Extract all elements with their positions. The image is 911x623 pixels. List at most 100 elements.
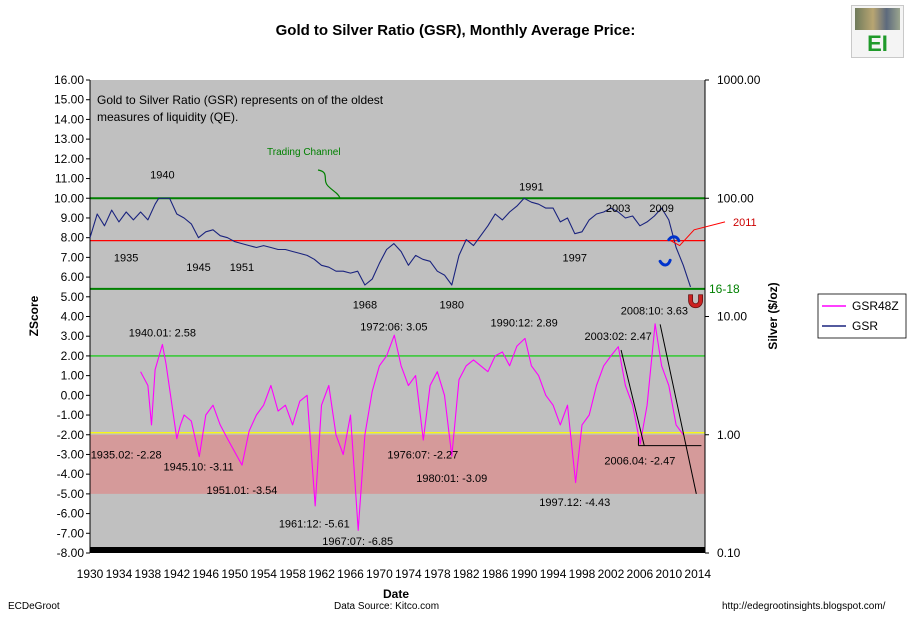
annotation-label: 1967:07: -6.85 [322, 536, 393, 548]
y2-tick-label: 10.00 [717, 310, 747, 324]
y-tick-label: 5.00 [61, 290, 85, 304]
y-axis-title: ZScore [27, 295, 41, 336]
annotation-label: 1940 [150, 170, 174, 182]
annotation-label: 1945 [186, 262, 210, 274]
logo-text: EI [867, 31, 888, 56]
y-tick-label: 2.00 [61, 349, 85, 363]
x-axis-title: Date [383, 587, 409, 601]
logo-photo-icon [855, 8, 900, 30]
projection-line-1 [620, 349, 645, 446]
footer-source: Data Source: Kitco.com [334, 601, 440, 612]
x-tick-label: 1942 [163, 567, 190, 581]
y2-tick-label: 1.00 [717, 428, 741, 442]
y-tick-label: 12.00 [54, 152, 84, 166]
x-tick-label: 1938 [135, 567, 162, 581]
annotation-label: 1935.02: -2.28 [91, 449, 162, 461]
annotation-label: 2008:10: 3.63 [621, 306, 688, 318]
footer-url: http://edegrootinsights.blogspot.com/ [722, 601, 886, 612]
y-tick-label: 14.00 [54, 112, 84, 126]
annotation-label: 1945.10: -3.11 [163, 461, 233, 473]
y-tick-label: -7.00 [57, 526, 85, 540]
y-tick-label: -8.00 [57, 546, 85, 560]
x-tick-label: 1990 [511, 567, 538, 581]
channel-bottom-label: 16-18 [709, 282, 740, 296]
y-tick-label: -4.00 [57, 467, 85, 481]
note-text: measures of liquidity (QE). [97, 110, 238, 124]
x-tick-label: 1998 [569, 567, 596, 581]
red-2011-label: 2011 [733, 217, 757, 229]
x-tick-label: 1966 [337, 567, 364, 581]
x-tick-label: 1994 [540, 567, 567, 581]
y-tick-label: 3.00 [61, 329, 85, 343]
y2-tick-label: 100.00 [717, 191, 754, 205]
annotation-label: 1976:07: -2.27 [387, 449, 458, 461]
x-tick-label: 1946 [192, 567, 219, 581]
legend-entry: GSR [852, 319, 878, 333]
annotation-label: 1940.01: 2.58 [129, 327, 196, 339]
y-tick-label: -1.00 [57, 408, 85, 422]
annotation-label: 2006.04: -2.47 [604, 455, 675, 467]
legend-entry: GSR48Z [852, 299, 899, 313]
annotation-label: 2009 [649, 203, 673, 215]
annotation-label: 1991 [519, 181, 543, 193]
projection-line-2 [659, 324, 697, 494]
gsr-series-line [89, 197, 692, 288]
footer-author: ECDeGroot [8, 601, 60, 612]
x-tick-label: 2006 [627, 567, 654, 581]
note-text: Gold to Silver Ratio (GSR) represents on… [97, 93, 384, 107]
x-tick-label: 2010 [655, 567, 682, 581]
x-tick-label: 1934 [106, 567, 133, 581]
y2-tick-label: 0.10 [717, 546, 741, 560]
bottom-band [90, 547, 705, 553]
y-tick-label: 15.00 [54, 93, 84, 107]
blue-mark-low [658, 258, 672, 267]
annotation-label: 1997.12: -4.43 [539, 497, 610, 509]
annotation-label: 1951 [230, 262, 254, 274]
legend-box [817, 293, 907, 339]
red-2011-trend [668, 221, 726, 247]
trading-channel-pointer [317, 169, 341, 199]
x-tick-label: 1982 [453, 567, 480, 581]
annotation-label: 1951.01: -3.54 [206, 485, 277, 497]
x-tick-label: 2014 [684, 567, 711, 581]
y-tick-label: -6.00 [57, 507, 85, 521]
annotation-label: 1961:12: -5.61 [279, 518, 350, 530]
y-tick-label: 10.00 [54, 191, 84, 205]
gsr48z-series-line [140, 323, 684, 531]
ei-logo: EI [851, 5, 904, 58]
y-tick-label: 4.00 [61, 310, 85, 324]
x-tick-label: 1970 [366, 567, 393, 581]
x-tick-label: 1958 [279, 567, 306, 581]
x-tick-label: 1962 [308, 567, 335, 581]
y-tick-label: 11.00 [55, 172, 84, 186]
y-tick-label: 0.00 [61, 388, 85, 402]
x-tick-label: 1954 [250, 567, 277, 581]
x-tick-label: 1930 [77, 567, 104, 581]
y2-axis-title: Silver ($/oz) [766, 282, 780, 349]
x-tick-label: 2002 [598, 567, 625, 581]
annotation-label: 2003:02: 2.47 [585, 331, 652, 343]
y-tick-label: 6.00 [61, 270, 85, 284]
magnet-icon [688, 294, 703, 309]
annotation-label: 1980:01: -3.09 [416, 473, 487, 485]
x-tick-label: 1978 [424, 567, 451, 581]
annotation-label: 1990:12: 2.89 [490, 317, 557, 329]
annotation-label: 2003 [606, 203, 630, 215]
y2-tick-label: 1000.00 [717, 73, 761, 87]
blue-mark-high [667, 235, 681, 243]
y-tick-label: 8.00 [61, 231, 85, 245]
y-tick-label: 7.00 [61, 250, 85, 264]
annotation-label: 1997 [563, 252, 587, 264]
y-tick-label: -5.00 [57, 487, 85, 501]
annotation-label: 1980 [440, 300, 464, 312]
annotation-label: 1935 [114, 252, 138, 264]
y-tick-label: -3.00 [57, 447, 85, 461]
x-tick-label: 1986 [482, 567, 509, 581]
y-tick-label: 1.00 [61, 369, 85, 383]
annotation-label: 1968 [353, 300, 377, 312]
annotation-label: 1972:06: 3.05 [360, 321, 427, 333]
y-tick-label: 16.00 [54, 73, 84, 87]
red-zone [90, 434, 705, 494]
y-tick-label: 9.00 [61, 211, 85, 225]
